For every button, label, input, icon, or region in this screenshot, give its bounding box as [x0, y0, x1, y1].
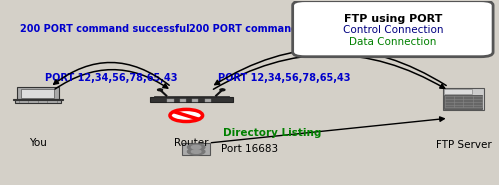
Circle shape — [188, 144, 205, 150]
Text: Router: Router — [174, 138, 209, 148]
FancyArrowPatch shape — [214, 55, 445, 89]
Text: You: You — [29, 138, 47, 148]
FancyBboxPatch shape — [293, 1, 493, 57]
Text: PORT 12,34,56,78,65,43: PORT 12,34,56,78,65,43 — [219, 73, 351, 83]
FancyBboxPatch shape — [154, 96, 229, 97]
Text: 200 PORT command successful.: 200 PORT command successful. — [189, 24, 362, 34]
FancyBboxPatch shape — [21, 89, 54, 97]
FancyBboxPatch shape — [15, 100, 61, 102]
Text: FTP using PORT: FTP using PORT — [344, 14, 442, 23]
FancyBboxPatch shape — [150, 97, 233, 102]
FancyBboxPatch shape — [167, 99, 174, 102]
FancyBboxPatch shape — [205, 99, 211, 102]
FancyBboxPatch shape — [180, 99, 186, 102]
Text: PORT 12,34,56,78,65,43: PORT 12,34,56,78,65,43 — [45, 73, 178, 83]
FancyBboxPatch shape — [182, 143, 211, 154]
Circle shape — [192, 145, 201, 149]
FancyArrowPatch shape — [215, 49, 446, 85]
Circle shape — [170, 109, 203, 122]
Circle shape — [158, 89, 163, 91]
FancyBboxPatch shape — [192, 99, 199, 102]
Text: Control Connection: Control Connection — [343, 26, 443, 36]
FancyBboxPatch shape — [13, 99, 63, 100]
Text: Directory Listing: Directory Listing — [224, 128, 322, 138]
FancyBboxPatch shape — [444, 89, 472, 94]
Text: Port 16683: Port 16683 — [221, 144, 278, 154]
FancyBboxPatch shape — [17, 87, 58, 99]
Text: Data Connection: Data Connection — [349, 37, 437, 47]
FancyArrowPatch shape — [54, 63, 169, 85]
Circle shape — [220, 89, 225, 91]
FancyBboxPatch shape — [444, 95, 483, 109]
Text: 200 PORT command successful.: 200 PORT command successful. — [20, 24, 194, 34]
FancyArrowPatch shape — [189, 112, 194, 117]
Text: FTP Server: FTP Server — [436, 140, 492, 150]
FancyArrowPatch shape — [55, 70, 168, 89]
Circle shape — [188, 148, 205, 155]
FancyArrowPatch shape — [211, 117, 444, 143]
FancyBboxPatch shape — [443, 88, 484, 110]
Circle shape — [192, 150, 201, 153]
